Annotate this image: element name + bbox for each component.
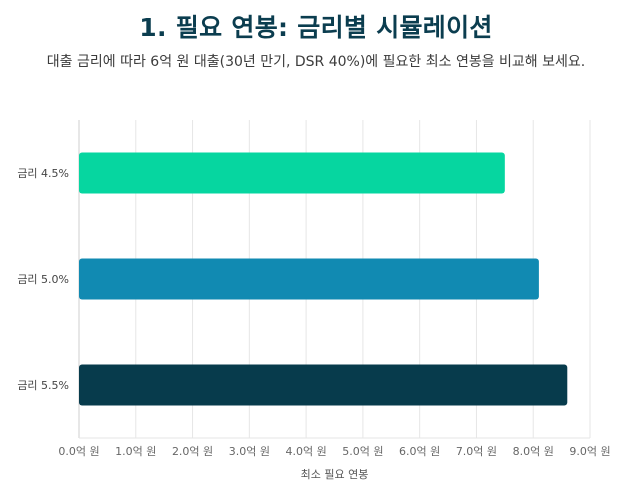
y-category-label: 금리 4.5% — [17, 167, 69, 180]
x-tick-label: 7.0억 원 — [456, 445, 497, 458]
x-tick-label: 8.0억 원 — [513, 445, 554, 458]
x-tick-label: 1.0억 원 — [115, 445, 156, 458]
bar — [79, 364, 568, 406]
x-tick-label: 5.0억 원 — [342, 445, 383, 458]
x-tick-label: 6.0억 원 — [399, 445, 440, 458]
x-axis-title: 최소 필요 연봉 — [301, 468, 369, 481]
bar — [79, 152, 505, 194]
y-category-label: 금리 5.5% — [17, 379, 69, 392]
y-category-label: 금리 5.0% — [17, 273, 69, 286]
page-title: 1. 필요 연봉: 금리별 시뮬레이션 — [139, 13, 493, 42]
x-tick-label: 4.0억 원 — [285, 445, 326, 458]
bar — [79, 258, 539, 300]
x-tick-label: 0.0억 원 — [58, 445, 99, 458]
x-tick-label: 3.0억 원 — [229, 445, 270, 458]
x-tick-label: 2.0억 원 — [172, 445, 213, 458]
x-tick-label: 9.0억 원 — [569, 445, 610, 458]
page-subtitle: 대출 금리에 따라 6억 원 대출(30년 만기, DSR 40%)에 필요한 … — [46, 54, 586, 70]
